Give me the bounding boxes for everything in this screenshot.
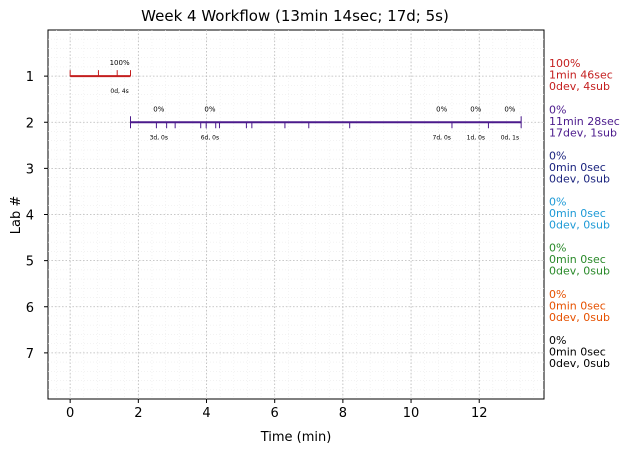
- y-tick-label: 4: [26, 209, 34, 224]
- lab-2-annotation-duration: 0d, 1s: [501, 134, 519, 141]
- lab-5-summary-line: 0dev, 0sub: [549, 265, 610, 278]
- lab-2-summary-line: 11min 28sec: [549, 115, 620, 128]
- y-tick-label: 7: [26, 347, 34, 362]
- y-tick-label: 1: [26, 70, 34, 85]
- lab-4-summary-line: 0dev, 0sub: [549, 219, 610, 232]
- major-grid: [48, 30, 544, 399]
- lab-2-summary-line: 0%: [549, 103, 566, 116]
- lab-2-annotation-duration: 7d, 0s: [433, 134, 451, 141]
- lab-1-summary-line: 0dev, 4sub: [549, 80, 610, 93]
- x-tick-label: 0: [66, 406, 74, 421]
- lab-4-summary-line: 0min 0sec: [549, 207, 606, 220]
- y-axis: 1 2 3 4 5 6 7: [26, 70, 48, 362]
- lab-2-annotation-percent: 0%: [436, 105, 447, 113]
- y-axis-title: Lab #: [9, 196, 24, 235]
- lab-2-annotation-percent: 0%: [153, 105, 164, 113]
- lab-2-annotation-duration: 3d, 0s: [150, 134, 168, 141]
- lab-1-summary-line: 1min 46sec: [549, 69, 613, 82]
- lab-2-annotation-percent: 0%: [504, 105, 515, 113]
- lab-2-annotation-percent: 0%: [204, 105, 215, 113]
- lab-series: 100% 0d, 4s 0% 3d, 0s 0% 6d, 0s 0% 7d, 0s 0% 1d, …: [69, 59, 522, 141]
- lab-6-summary-line: 0min 0sec: [549, 299, 606, 312]
- lab-7-summary-line: 0%: [549, 334, 566, 347]
- lab-3-summary-line: 0%: [549, 149, 566, 162]
- x-tick-label: 8: [339, 406, 347, 421]
- x-tick-label: 4: [202, 406, 210, 421]
- lab-5-summary-line: 0min 0sec: [549, 253, 606, 266]
- lab-6-summary-line: 0dev, 0sub: [549, 311, 610, 324]
- x-tick-label: 6: [271, 406, 279, 421]
- lab-7-summary-line: 0min 0sec: [549, 345, 606, 358]
- lab-3-summary-line: 0dev, 0sub: [549, 172, 610, 185]
- y-tick-label: 5: [26, 255, 34, 270]
- y-tick-label: 2: [26, 116, 34, 131]
- chart-title: Week 4 Workflow (13min 14sec; 17d; 5s): [141, 7, 449, 25]
- lab-7-summary-line: 0dev, 0sub: [549, 357, 610, 370]
- lab-2-annotation-duration: 6d, 0s: [201, 134, 219, 141]
- lab-6-summary-line: 0%: [549, 288, 566, 301]
- y-tick-label: 3: [26, 162, 34, 177]
- lab-2-annotation-duration: 1d, 0s: [467, 134, 485, 141]
- x-tick-label: 2: [134, 406, 142, 421]
- lab-2-summary-line: 17dev, 1sub: [549, 126, 617, 139]
- lab-4-summary-line: 0%: [549, 196, 566, 209]
- x-axis: 0 2 4 6 8 10 12: [66, 399, 488, 421]
- lab-2-annotation-percent: 0%: [470, 105, 481, 113]
- x-tick-label: 10: [403, 406, 420, 421]
- y-tick-label: 6: [26, 301, 34, 316]
- lab-1-annotation-percent: 100%: [110, 59, 130, 67]
- x-axis-title: Time (min): [260, 430, 332, 445]
- lab-5-summary-line: 0%: [549, 242, 566, 255]
- x-tick-label: 12: [471, 406, 488, 421]
- lab-1-summary-line: 100%: [549, 57, 580, 70]
- lab-1-annotation-duration: 0d, 4s: [110, 88, 128, 95]
- lab-3-summary-line: 0min 0sec: [549, 161, 606, 174]
